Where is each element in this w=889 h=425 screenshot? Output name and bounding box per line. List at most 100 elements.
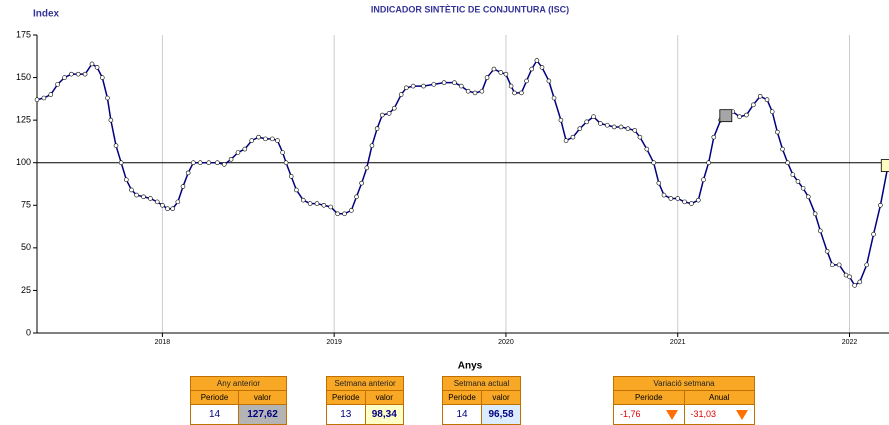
point	[764, 97, 770, 103]
point	[625, 126, 631, 131]
point	[824, 248, 830, 254]
point	[484, 75, 490, 80]
point	[354, 194, 359, 200]
column-header: Periode	[614, 391, 685, 405]
point	[795, 179, 801, 184]
point	[491, 66, 497, 72]
point	[206, 160, 212, 166]
column-header: valor	[482, 391, 520, 405]
point	[864, 262, 869, 268]
point	[228, 157, 234, 162]
point	[830, 262, 835, 268]
point	[598, 121, 603, 126]
header-row: Periode valor	[443, 391, 520, 405]
column-header: Periode	[443, 391, 482, 405]
point	[452, 80, 457, 85]
point	[817, 228, 823, 234]
point	[529, 66, 535, 72]
point	[512, 90, 517, 96]
info-panel: Any anterior Periode valor 14 127,62	[190, 376, 287, 425]
point	[191, 160, 196, 166]
column-header: Periode	[191, 391, 239, 405]
point	[141, 194, 146, 200]
point	[359, 180, 364, 186]
point	[99, 75, 105, 80]
point	[570, 134, 576, 140]
point	[775, 129, 780, 135]
x-tick-label: 2021	[670, 339, 686, 346]
point	[215, 160, 220, 166]
point	[551, 95, 557, 101]
highlight-point	[880, 159, 889, 172]
point	[871, 231, 876, 237]
point	[534, 58, 540, 63]
point	[113, 143, 119, 148]
point	[124, 177, 129, 183]
point	[48, 92, 54, 97]
point	[737, 114, 742, 120]
point	[498, 70, 504, 75]
point	[706, 160, 711, 166]
point	[757, 94, 763, 99]
point	[441, 80, 447, 85]
point	[154, 199, 160, 205]
point	[651, 160, 656, 166]
y-axis-label: Index	[33, 9, 60, 20]
point	[644, 146, 650, 152]
point	[591, 114, 596, 120]
value-row: 13 98,34	[327, 405, 403, 424]
point	[852, 283, 857, 288]
point	[82, 71, 88, 77]
value-cell: 127,62	[239, 405, 286, 424]
point	[89, 61, 95, 67]
point	[235, 150, 241, 155]
point	[41, 95, 47, 101]
point	[711, 134, 717, 140]
point	[275, 138, 280, 143]
point	[668, 196, 674, 201]
point	[170, 206, 176, 211]
point	[744, 112, 749, 118]
point	[785, 160, 790, 166]
y-tick-label: 0	[26, 327, 31, 337]
point	[263, 136, 268, 142]
point	[185, 170, 191, 176]
point	[270, 136, 275, 142]
point	[604, 122, 610, 128]
x-tick-label: 2020	[498, 339, 514, 346]
point	[847, 274, 852, 280]
point	[800, 185, 806, 191]
point	[108, 117, 114, 123]
point	[857, 279, 863, 285]
point	[618, 124, 624, 130]
point	[563, 138, 569, 143]
trend-arrow	[665, 410, 678, 420]
point	[280, 150, 285, 155]
value-cell: 96,58	[482, 405, 520, 424]
point	[661, 192, 667, 198]
point	[812, 211, 818, 217]
value-cell: 14	[443, 405, 482, 424]
point	[519, 90, 524, 96]
point	[632, 128, 638, 133]
point	[160, 202, 165, 208]
point	[369, 143, 375, 148]
header-row: Periode valor	[191, 391, 286, 405]
y-tick-label: 175	[16, 29, 31, 39]
column-header: valor	[365, 391, 403, 405]
panel-title: Setmana actual	[443, 377, 520, 391]
point	[242, 146, 248, 152]
point	[611, 124, 617, 130]
point	[328, 204, 334, 210]
info-panel: Setmana anterior Periode valor 13 98,34	[326, 376, 404, 425]
point	[148, 196, 153, 201]
point	[584, 119, 589, 125]
point	[134, 192, 139, 198]
point	[364, 165, 370, 171]
point	[105, 95, 110, 101]
point	[374, 126, 380, 131]
point	[94, 65, 100, 70]
column-header: Periode	[327, 391, 366, 405]
point	[398, 92, 404, 97]
